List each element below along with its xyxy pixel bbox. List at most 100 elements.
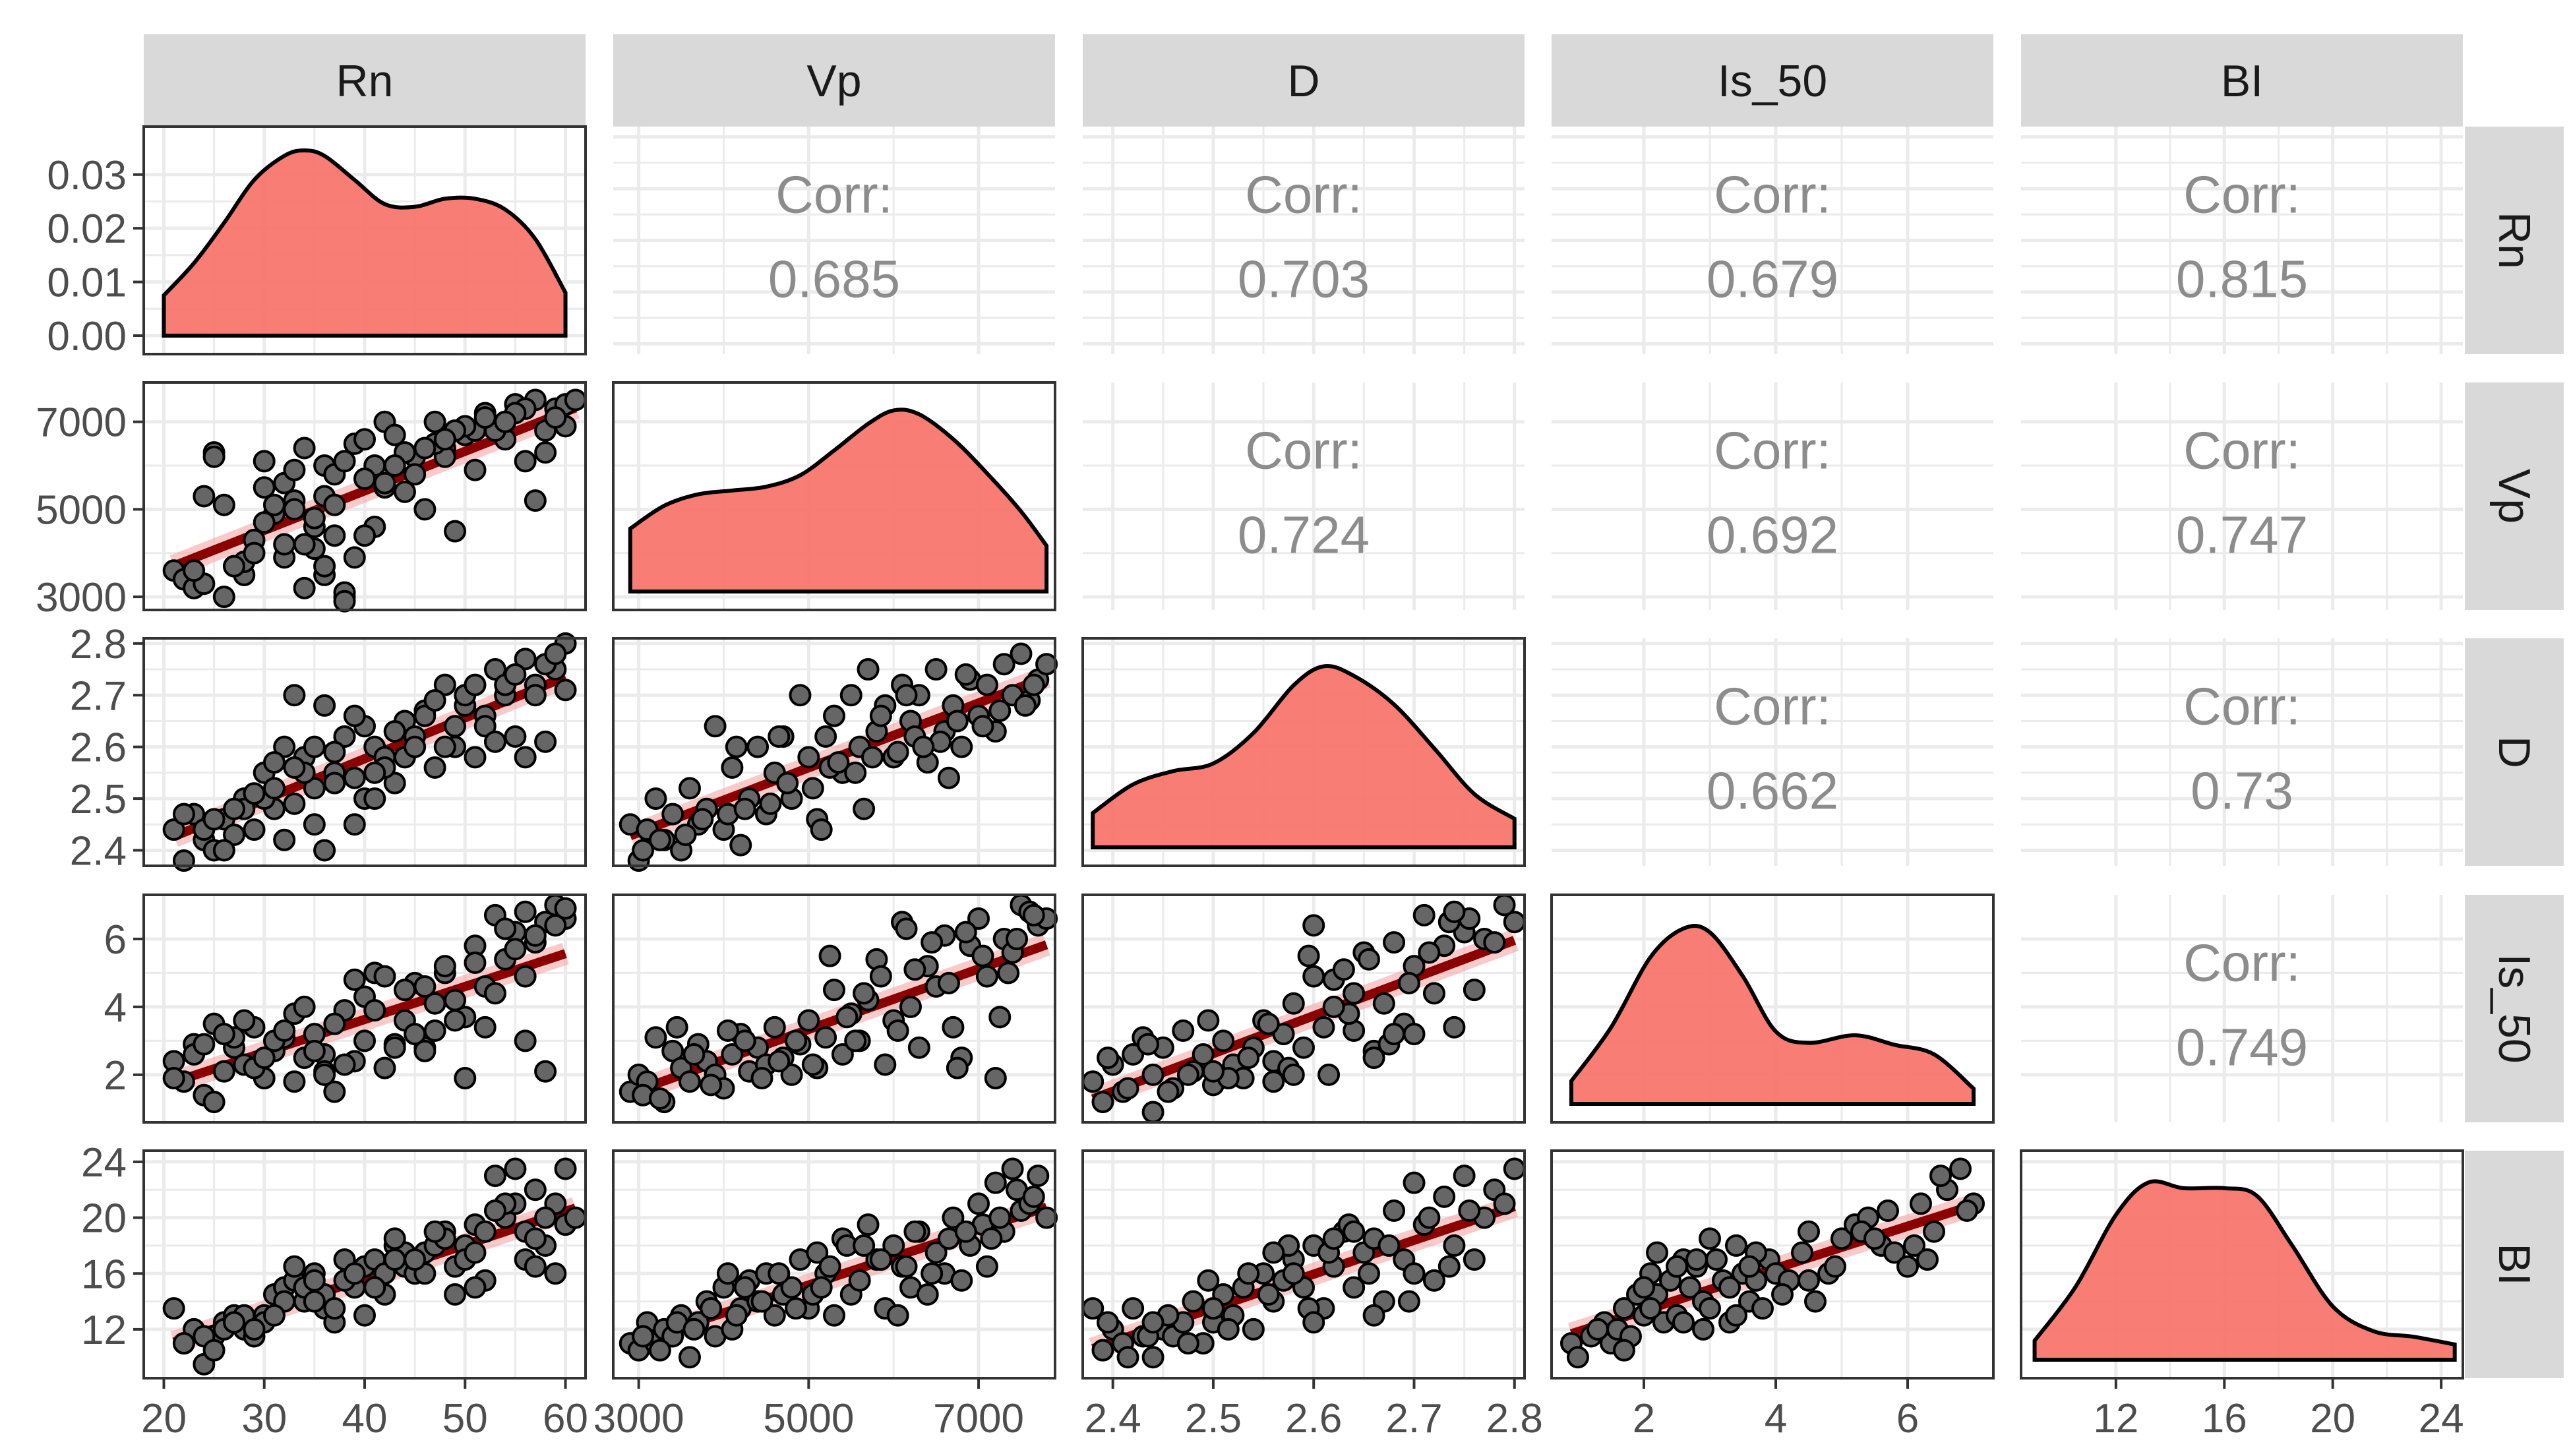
data-point (1141, 1063, 1165, 1086)
corr-label: Corr: (1245, 166, 1362, 224)
x-tick-label-rn: 40 (342, 1396, 388, 1441)
data-point (691, 808, 714, 831)
data-point (212, 839, 235, 862)
data-point (363, 999, 386, 1022)
scatter-panel-bi-vs-rn (144, 1151, 587, 1378)
data-point (1503, 911, 1526, 934)
data-point (1567, 1346, 1589, 1369)
data-point (423, 410, 446, 433)
corr-label: Corr: (1714, 677, 1831, 736)
density-curve-rn (162, 148, 568, 338)
data-point (853, 797, 876, 820)
data-point (1262, 1070, 1285, 1093)
data-point (202, 1339, 226, 1362)
data-point (648, 1339, 671, 1362)
data-point (423, 689, 446, 712)
panel-border (612, 1149, 1056, 1380)
data-point (273, 735, 296, 758)
y-tick-label-bi: 24 (81, 1140, 127, 1186)
scatter-panel-is-50-vs-rn (144, 894, 586, 1122)
x-tick-label-is-50: 6 (1896, 1396, 1919, 1441)
data-point (1679, 1276, 1701, 1299)
data-point (1418, 1206, 1441, 1229)
data-point (473, 1220, 497, 1243)
data-point (921, 1262, 944, 1285)
corr-panel-d-is-50: Corr: 0.662 (1552, 638, 1993, 866)
data-point (750, 1290, 773, 1313)
data-point (444, 715, 467, 738)
data-point (1383, 1023, 1406, 1046)
data-point (1798, 1269, 1820, 1292)
data-point (1122, 1297, 1145, 1320)
x-tick-label-rn: 20 (141, 1396, 187, 1441)
data-point (1883, 1241, 1906, 1264)
data-point (1116, 1077, 1139, 1100)
row-strip-label-rn: Rn (2489, 212, 2539, 269)
data-point (293, 576, 316, 599)
data-point (313, 555, 336, 578)
data-point (554, 679, 577, 702)
data-point (924, 1241, 948, 1264)
data-point (992, 653, 1015, 676)
data-point (464, 458, 487, 481)
row-strip-label-bi: BI (2489, 1243, 2539, 1285)
corr-value: 0.747 (2176, 506, 2308, 564)
density-curve-vp (628, 408, 1049, 593)
data-point (223, 823, 246, 846)
y-tick-label-vp: 5000 (36, 487, 127, 533)
data-point (780, 1063, 803, 1086)
data-point (223, 1311, 246, 1334)
data-point (413, 704, 437, 727)
corr-panel-rn-d: Corr: 0.703 (1083, 127, 1525, 354)
data-point (323, 1297, 346, 1320)
data-point (1091, 1091, 1114, 1114)
panel-border (612, 381, 1056, 611)
data-point (383, 1227, 406, 1250)
data-point (1010, 642, 1033, 665)
data-point (353, 428, 376, 451)
x-tick-label-bi: 24 (2419, 1396, 2464, 1441)
data-point (1013, 694, 1037, 717)
data-point (1302, 965, 1325, 988)
data-point (534, 730, 557, 753)
data-point (514, 1029, 537, 1052)
x-tick-label-rn: 60 (543, 1396, 588, 1441)
data-point (853, 1234, 876, 1257)
density-curve-d (1091, 663, 1517, 849)
row-strip-label-is-50: Is_50 (2489, 954, 2539, 1063)
data-point (1463, 979, 1486, 1002)
data-point (1292, 1036, 1315, 1059)
corr-value: 0.692 (1707, 506, 1838, 564)
panel-border (1081, 1149, 1526, 1380)
data-point (895, 917, 918, 940)
data-point (1791, 1241, 1813, 1264)
panel-background (1552, 382, 1993, 610)
data-point (1317, 1063, 1341, 1086)
data-point (413, 437, 437, 460)
data-point (648, 828, 671, 851)
corr-value: 0.685 (768, 250, 900, 309)
panel-background (1083, 382, 1525, 610)
data-point (262, 493, 286, 516)
data-point (464, 951, 487, 974)
data-point (524, 1178, 547, 1201)
data-point (1493, 1192, 1516, 1215)
data-point (193, 485, 216, 508)
data-point (1443, 1016, 1466, 1039)
data-point (333, 1053, 356, 1076)
data-point (454, 1067, 477, 1090)
data-point (262, 751, 286, 774)
data-point (1751, 1297, 1774, 1320)
panel-border (142, 894, 587, 1124)
y-tick-label-d: 2.5 (70, 777, 127, 822)
data-point (971, 944, 994, 967)
data-point (857, 658, 880, 681)
data-point (975, 965, 998, 988)
data-point (524, 924, 547, 947)
data-point (661, 803, 684, 826)
data-point (343, 1262, 366, 1285)
data-point (1463, 1248, 1486, 1271)
data-point (1433, 1185, 1456, 1208)
data-point (303, 735, 326, 758)
data-point (483, 1165, 506, 1188)
